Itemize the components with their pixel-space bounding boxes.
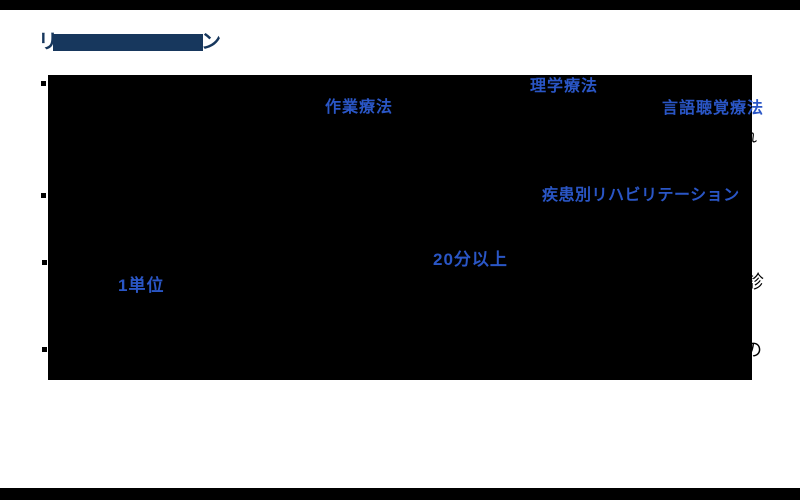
partial-glyph-re: れ [742,129,758,146]
title-visible-end: ン [201,31,221,53]
bullet-marker-2 [41,193,46,198]
title-redaction-block [53,34,203,51]
keyword-20min-or-more: 20分以上 [433,250,508,269]
bullet-marker-3 [42,260,47,265]
bullet-marker-1 [41,81,46,86]
keyword-1-unit: 1単位 [118,276,165,295]
page-title: リ ン [0,28,300,56]
redacted-text-block: 理学療法 作業療法 言語聴覚療法 疾患別リハビリテーション 20分以上 1単位 … [48,75,764,380]
partial-glyph-shin: 診 [746,272,764,292]
keyword-rigaku-ryouhou: 理学療法 [530,78,599,95]
bottom-border-bar [0,488,800,500]
keyword-gengo-choukaku-ryouhou: 言語聴覚療法 [662,100,765,117]
top-border-bar [0,0,800,10]
bullet-marker-4 [42,347,47,352]
keyword-shikkanbetsu-rehabilitation: 疾患別リハビリテーション [542,187,740,204]
keyword-sagyou-ryouhou: 作業療法 [325,99,394,116]
partial-glyph-no: の [744,340,762,360]
